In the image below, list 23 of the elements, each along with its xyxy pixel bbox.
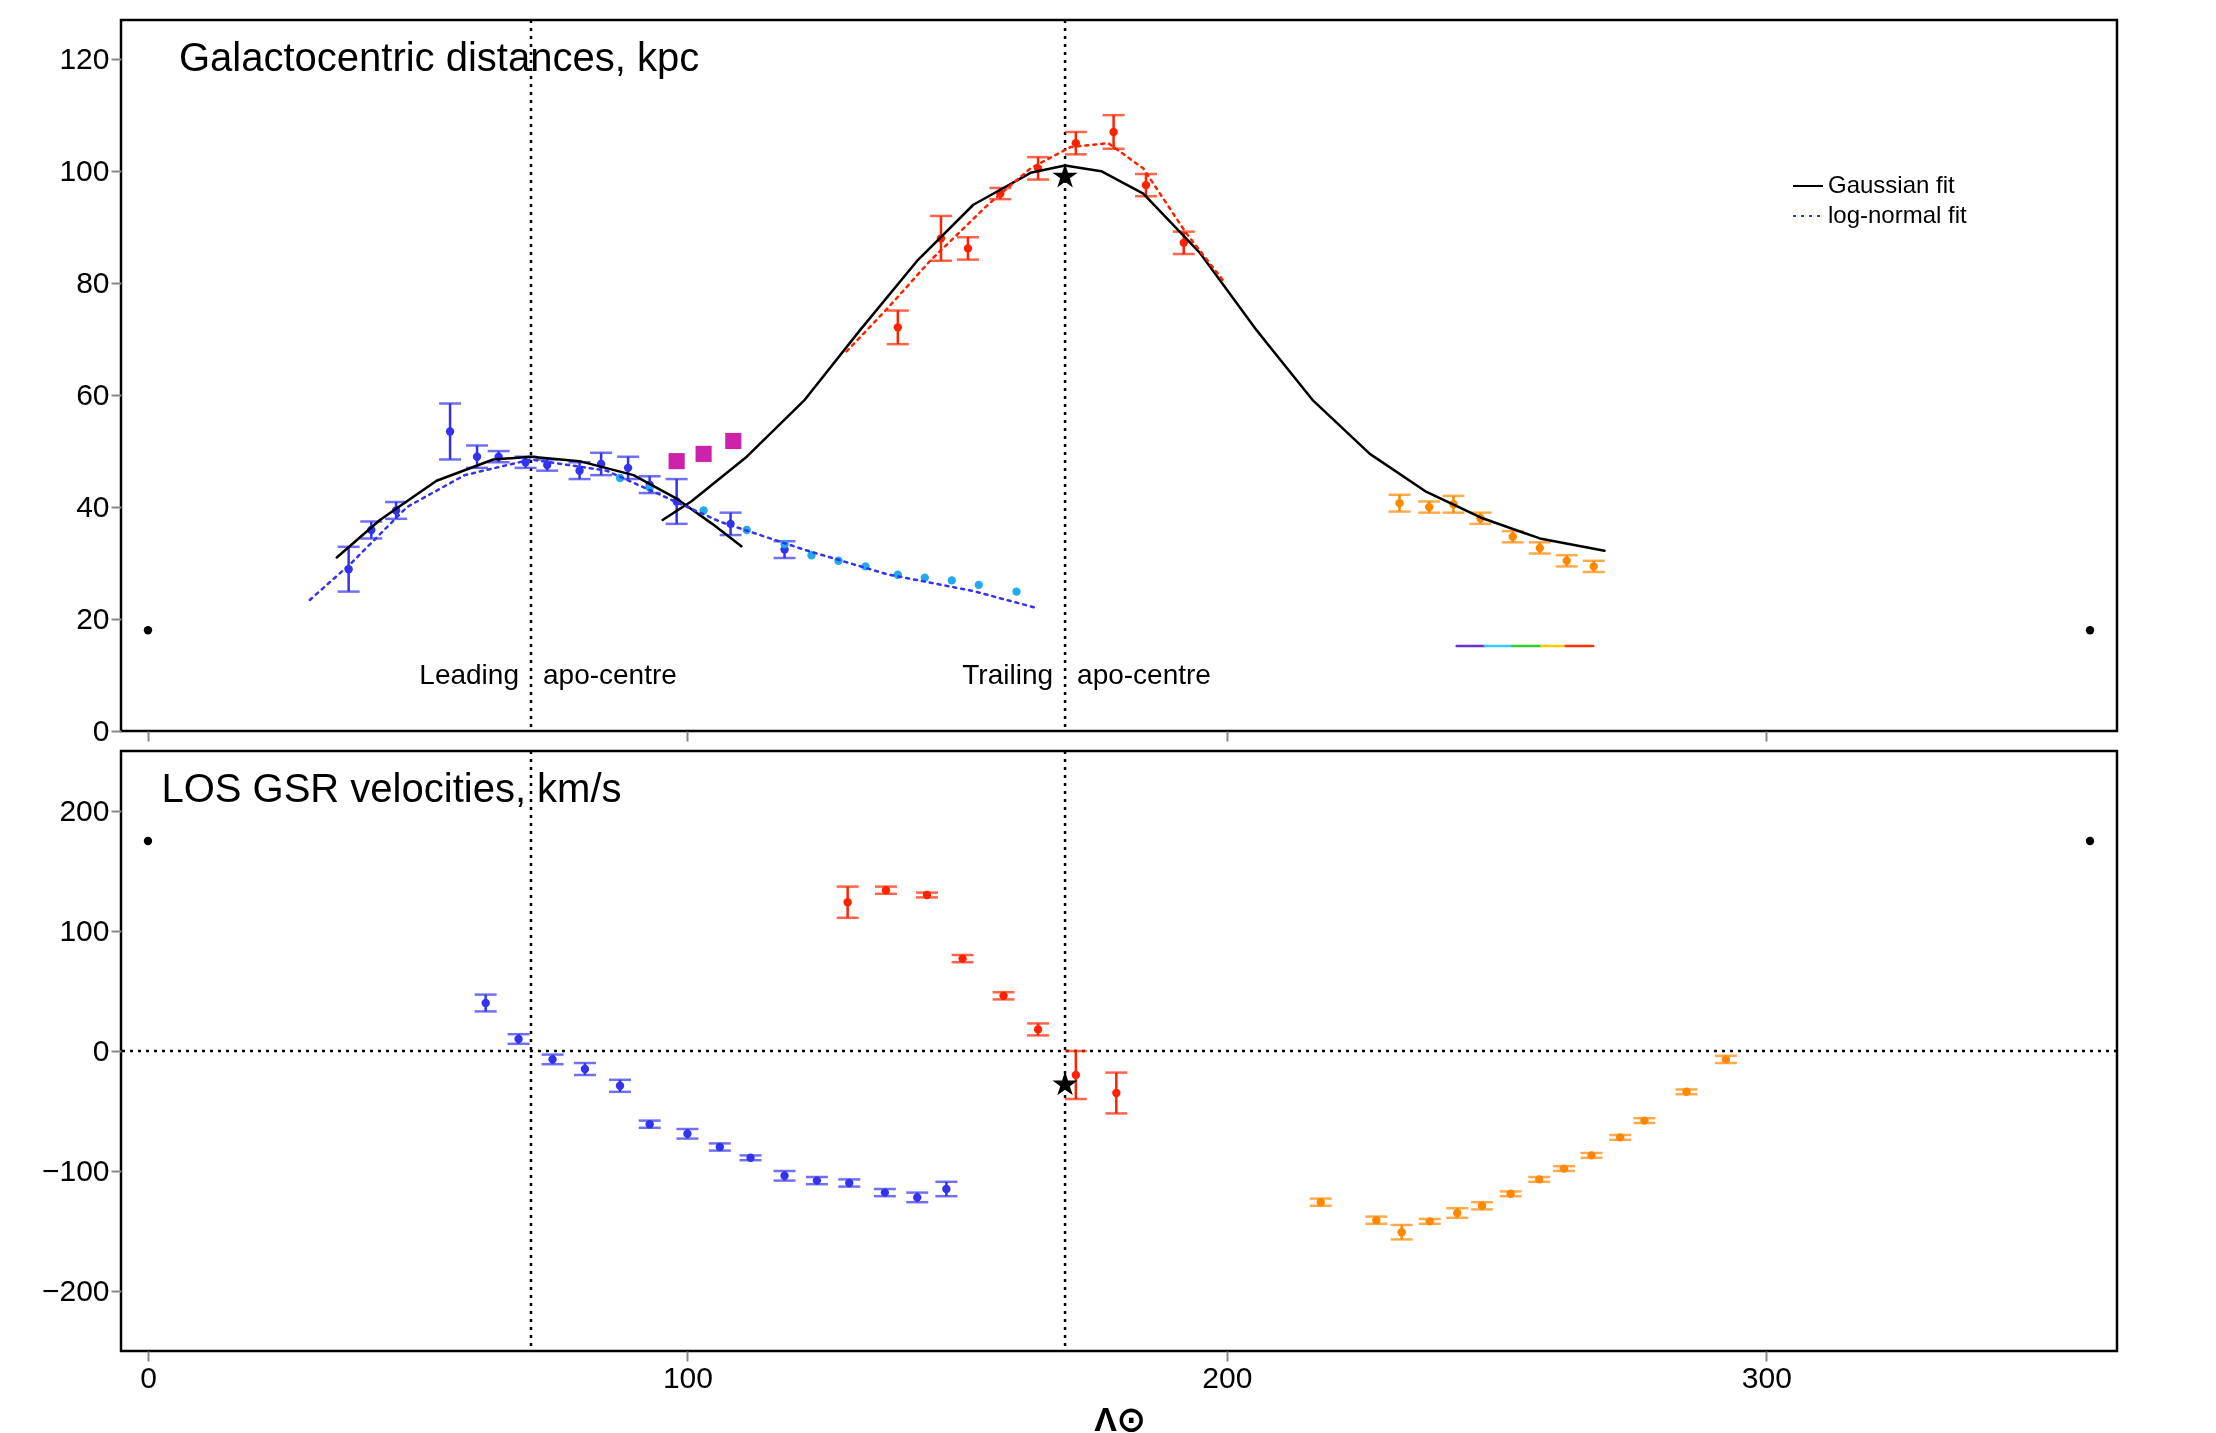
chart-title: Galactocentric distances, kpc xyxy=(178,34,700,79)
y-tick-label: 100 xyxy=(59,153,110,187)
y-tick-label: 100 xyxy=(59,913,110,947)
x-tick-label: 200 xyxy=(1202,1360,1253,1394)
y-tick-label: 60 xyxy=(76,377,110,411)
y-tick-label: −200 xyxy=(41,1273,110,1307)
y-tick-label: 0 xyxy=(92,713,110,747)
legend-label: Gaussian fit xyxy=(1828,171,1956,198)
legend-label: log-normal fit xyxy=(1828,201,1968,228)
ref-line-label: Leading apo-centre xyxy=(419,659,677,690)
chart-title: LOS GSR velocities, km/s xyxy=(161,765,622,810)
x-axis-title: Λ⊙ xyxy=(1094,1399,1145,1433)
y-tick-label: 40 xyxy=(76,489,110,523)
y-tick-label: 0 xyxy=(92,1033,110,1067)
x-tick-label: 300 xyxy=(1741,1360,1792,1394)
x-tick-label: 0 xyxy=(140,1360,157,1394)
y-tick-label: 80 xyxy=(76,265,110,299)
y-tick-label: 120 xyxy=(59,41,110,75)
ref-line-label: Trailing apo-centre xyxy=(962,659,1211,690)
y-tick-label: 20 xyxy=(76,601,110,635)
y-tick-label: 200 xyxy=(59,793,110,827)
x-tick-label: 100 xyxy=(662,1360,713,1394)
y-tick-label: −100 xyxy=(41,1153,110,1187)
